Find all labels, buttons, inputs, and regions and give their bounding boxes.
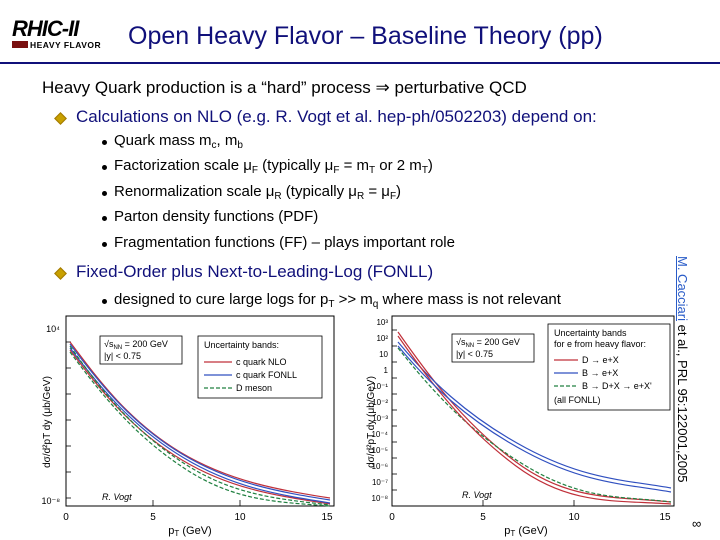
energy-label: √sNN = 200 GeV [456,337,520,349]
legend-item: B → D+X → e+X' [582,381,652,391]
y-axis-label: dσ/d²pT dy (μb/GeV) [42,376,53,468]
x-axis-label: pT (GeV) [504,525,547,538]
x-axis-label: pT (GeV) [168,525,211,538]
legend-title: Uncertainty bands [554,328,627,338]
energy-box [451,333,535,363]
curve-c-nlo-upper [69,341,331,499]
dot-bullet-icon [102,299,107,304]
legend-item: D → e+X [582,355,619,365]
plot-author: R. Vogt [102,492,132,502]
energy-box [99,335,183,365]
sub-quark-mass-text: Quark mass m [114,132,212,149]
legend-item: B → e+X [582,368,618,378]
sub-ff: Fragmentation functions (FF) – plays imp… [114,234,455,251]
ytick-label: 1 [384,366,389,375]
logo-sub: HEAVY FLAVOR [30,40,102,50]
sub-factorization-text: Factorization scale μ [114,157,252,174]
plot-author: R. Vogt [462,490,492,500]
y-axis-label: dσ/d²pT dy (μb/GeV) [366,376,377,468]
sub-fonll-text: designed to cure large logs for p [114,291,329,308]
dot-bullet-icon [102,216,107,221]
logo-main: RHIC-II [12,16,79,41]
intro-line: Heavy Quark production is a “hard” proce… [42,78,527,97]
ytick-label: 10⁻⁸ [41,496,60,506]
plot-electrons: 10³ 10² 10 1 10⁻¹ 10⁻² 10⁻³ 10⁻⁴ 10⁻⁵ 10… [366,312,686,538]
ytick-label: 10⁻³ [372,414,388,423]
legend-item: c quark NLO [236,357,287,367]
sub-renormalization-text: Renormalization scale μ [114,183,275,200]
energy-label: √sNN = 200 GeV [104,339,168,351]
legend-title-2: for e from heavy flavor: [554,339,646,349]
ytick-label: 10⁻⁸ [372,494,389,503]
legend-item: D meson [236,383,272,393]
title-divider [0,62,720,64]
curve-b-to-e-lower [397,345,672,493]
dot-bullet-icon [102,191,107,196]
rapidity-label: |y| < 0.75 [456,349,493,359]
xtick-label: 5 [480,512,486,523]
ytick-label: 10⁻⁷ [372,478,388,487]
ytick-label: 10 [379,350,388,359]
curve-b-to-e [397,341,672,489]
xtick-label: 0 [389,512,395,523]
ytick-label: 10⁻⁵ [372,446,388,455]
xtick-label: 10 [234,512,246,523]
sub-factorization: Factorization scale μF (typically μF = m… [114,157,433,176]
xtick-label: 0 [63,512,69,523]
legend-item: c quark FONLL [236,370,297,380]
rapidity-label: |y| < 0.75 [104,351,141,361]
curve-d-meson-upper [69,345,331,506]
curve-c-nlo-lower [69,349,331,505]
curve-d-meson-lower [69,351,331,507]
sub-renormalization: Renormalization scale μR (typically μR =… [114,183,402,202]
curve-d-to-e-lower [397,335,672,505]
dot-bullet-icon [102,165,107,170]
curve-b-d-to-e [397,347,672,503]
ytick-label: 10⁻² [372,398,388,407]
ytick-label: 10³ [376,318,388,327]
ytick-label: 10² [376,334,388,343]
diamond-bullet-icon [54,267,67,280]
bullet-fonll: Fixed-Order plus Next-to-Leading-Log (FO… [76,262,434,281]
sub-pdf: Parton density functions (PDF) [114,208,319,225]
legend-box [547,323,671,411]
sub-fonll: designed to cure large logs for pT >> mq… [114,291,561,310]
legend-title: Uncertainty bands: [204,340,279,350]
sub-quark-mass: Quark mass mc, mb [114,132,243,151]
ytick-label: 10⁻⁴ [371,430,388,439]
bullet-nlo: Calculations on NLO (e.g. R. Vogt et al.… [76,107,597,126]
ytick-label: 10⁴ [46,324,60,334]
slide-title: Open Heavy Flavor – Baseline Theory (pp) [128,22,603,50]
ytick-label: 10⁻⁶ [372,462,388,471]
legend-item: (all FONLL) [554,395,601,405]
infinity-mark: ∞ [692,516,702,531]
rhic-logo: RHIC-II HEAVY FLAVOR [8,16,120,52]
curve-c-fonll-upper [69,343,331,501]
xtick-label: 5 [150,512,156,523]
plot-charm-quark: 10⁴ 10⁻⁸ 0 5 10 15 pT (GeV) dσ/d²pT dy (… [40,312,340,538]
xtick-label: 10 [568,512,580,523]
diamond-bullet-icon [54,112,67,125]
dot-bullet-icon [102,242,107,247]
xtick-label: 15 [321,512,333,523]
curve-d-to-e [397,331,672,503]
xtick-label: 15 [659,512,671,523]
logo-bar [12,41,28,48]
ytick-label: 10⁻¹ [372,382,388,391]
dot-bullet-icon [102,140,107,145]
